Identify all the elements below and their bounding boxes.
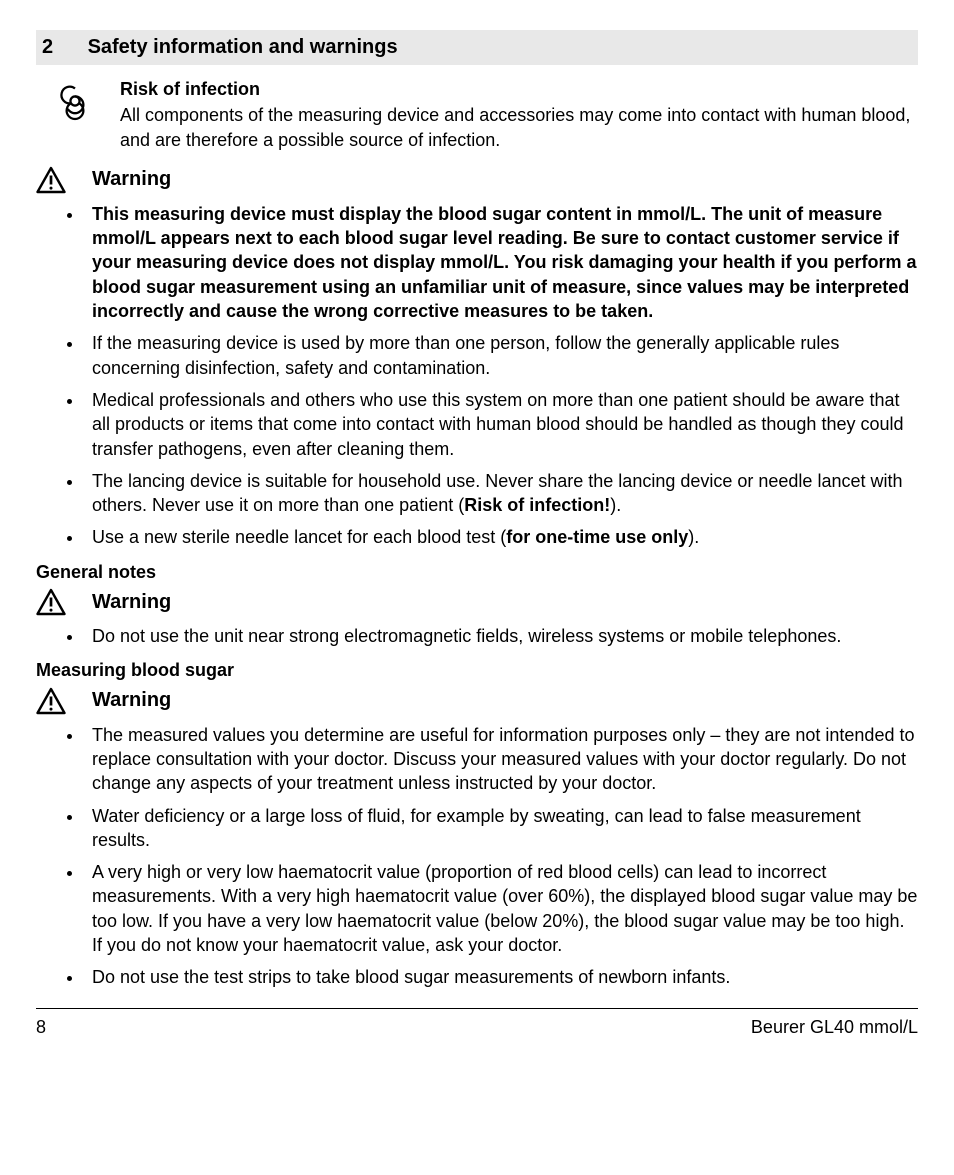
warning-label: Warning: [92, 687, 171, 714]
warning-triangle-icon: [36, 166, 70, 194]
general-notes-heading: General notes: [36, 560, 918, 584]
warning-bullet-list-1: This measuring device must display the b…: [36, 202, 918, 550]
list-item: The measured values you determine are us…: [84, 723, 918, 796]
warning-label: Warning: [92, 589, 171, 616]
list-item: This measuring device must display the b…: [84, 202, 918, 323]
measuring-bullet-list: The measured values you determine are us…: [36, 723, 918, 990]
list-item: A very high or very low haematocrit valu…: [84, 860, 918, 957]
measuring-heading: Measuring blood sugar: [36, 658, 918, 682]
warning-heading-1: Warning: [36, 166, 918, 194]
list-item: Use a new sterile needle lancet for each…: [84, 525, 918, 549]
warning-label: Warning: [92, 166, 171, 193]
list-item: The lancing device is suitable for house…: [84, 469, 918, 518]
section-title: Safety information and warnings: [88, 36, 398, 58]
warning-triangle-icon: [36, 687, 70, 715]
list-item: Water deficiency or a large loss of flui…: [84, 804, 918, 853]
list-item: Medical professionals and others who use…: [84, 388, 918, 461]
biohazard-icon: [56, 81, 98, 121]
warning-heading-3: Warning: [36, 687, 918, 715]
warning-heading-2: Warning: [36, 588, 918, 616]
risk-of-infection-title: Risk of infection: [120, 77, 918, 101]
list-item: Do not use the unit near strong electrom…: [84, 624, 918, 648]
section-number: 2: [42, 34, 82, 61]
section-header: 2 Safety information and warnings: [36, 30, 918, 65]
risk-of-infection-body: All components of the measuring device a…: [120, 103, 918, 152]
risk-of-infection-block: Risk of infection All components of the …: [56, 77, 918, 152]
list-item: Do not use the test strips to take blood…: [84, 965, 918, 989]
general-notes-bullet-list: Do not use the unit near strong electrom…: [36, 624, 918, 648]
doc-title: Beurer GL40 mmol/L: [751, 1015, 918, 1039]
page-footer: 8 Beurer GL40 mmol/L: [36, 1008, 918, 1039]
list-item: If the measuring device is used by more …: [84, 331, 918, 380]
risk-of-infection-text: Risk of infection All components of the …: [120, 77, 918, 152]
warning-triangle-icon: [36, 588, 70, 616]
page-number: 8: [36, 1015, 46, 1039]
